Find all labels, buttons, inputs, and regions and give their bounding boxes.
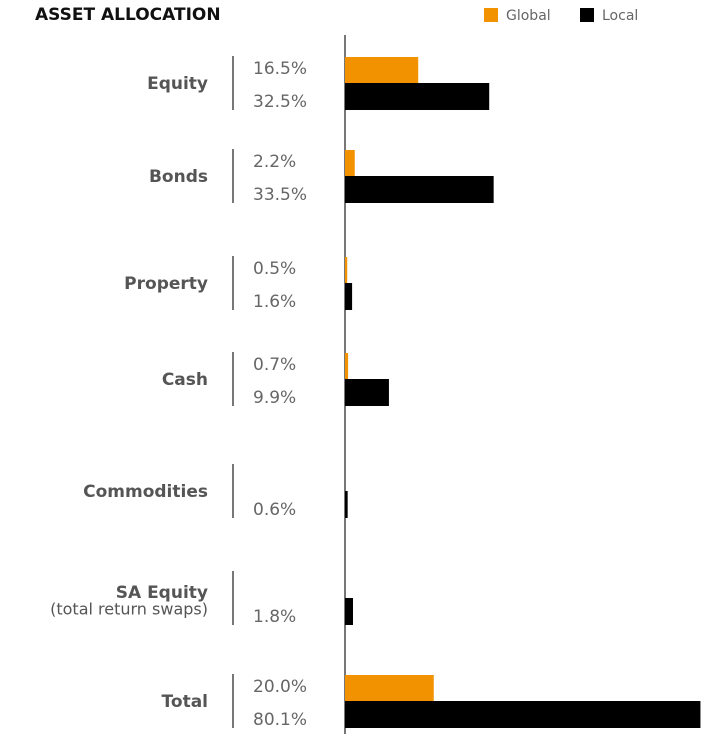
value-label: 32.5%: [253, 92, 307, 112]
legend-swatch: [580, 8, 594, 22]
bar: [345, 283, 353, 310]
bar: [345, 701, 701, 728]
bar: [345, 257, 348, 284]
bar: [345, 57, 419, 84]
bar: [345, 353, 349, 380]
value-label: 1.6%: [253, 292, 296, 312]
category-label: Equity: [147, 74, 208, 94]
bar: [345, 83, 490, 110]
value-label: 0.6%: [253, 500, 296, 520]
category-label: Total: [162, 692, 208, 712]
value-label: 1.8%: [253, 607, 296, 627]
legend-label: Local: [602, 8, 638, 24]
value-label: 33.5%: [253, 185, 307, 205]
bar: [345, 491, 348, 518]
value-label: 9.9%: [253, 388, 296, 408]
category-sublabel: (total return swaps): [50, 600, 208, 619]
legend-label: Global: [506, 8, 551, 24]
value-label: 16.5%: [253, 59, 307, 79]
bar: [345, 675, 434, 702]
category-label: Bonds: [149, 167, 208, 187]
value-label: 0.7%: [253, 355, 296, 375]
chart-title: ASSET ALLOCATION: [35, 5, 221, 25]
category-label: Property: [124, 274, 208, 294]
bar: [345, 150, 355, 177]
value-label: 20.0%: [253, 677, 307, 697]
bar: [345, 379, 389, 406]
category-label: Commodities: [83, 482, 208, 502]
category-label: SA Equity: [116, 583, 208, 603]
bar: [345, 176, 494, 203]
category-label: Cash: [162, 370, 208, 390]
value-label: 2.2%: [253, 152, 296, 172]
bar: [345, 598, 353, 625]
value-label: 80.1%: [253, 710, 307, 730]
value-label: 0.5%: [253, 259, 296, 279]
legend-swatch: [484, 8, 498, 22]
